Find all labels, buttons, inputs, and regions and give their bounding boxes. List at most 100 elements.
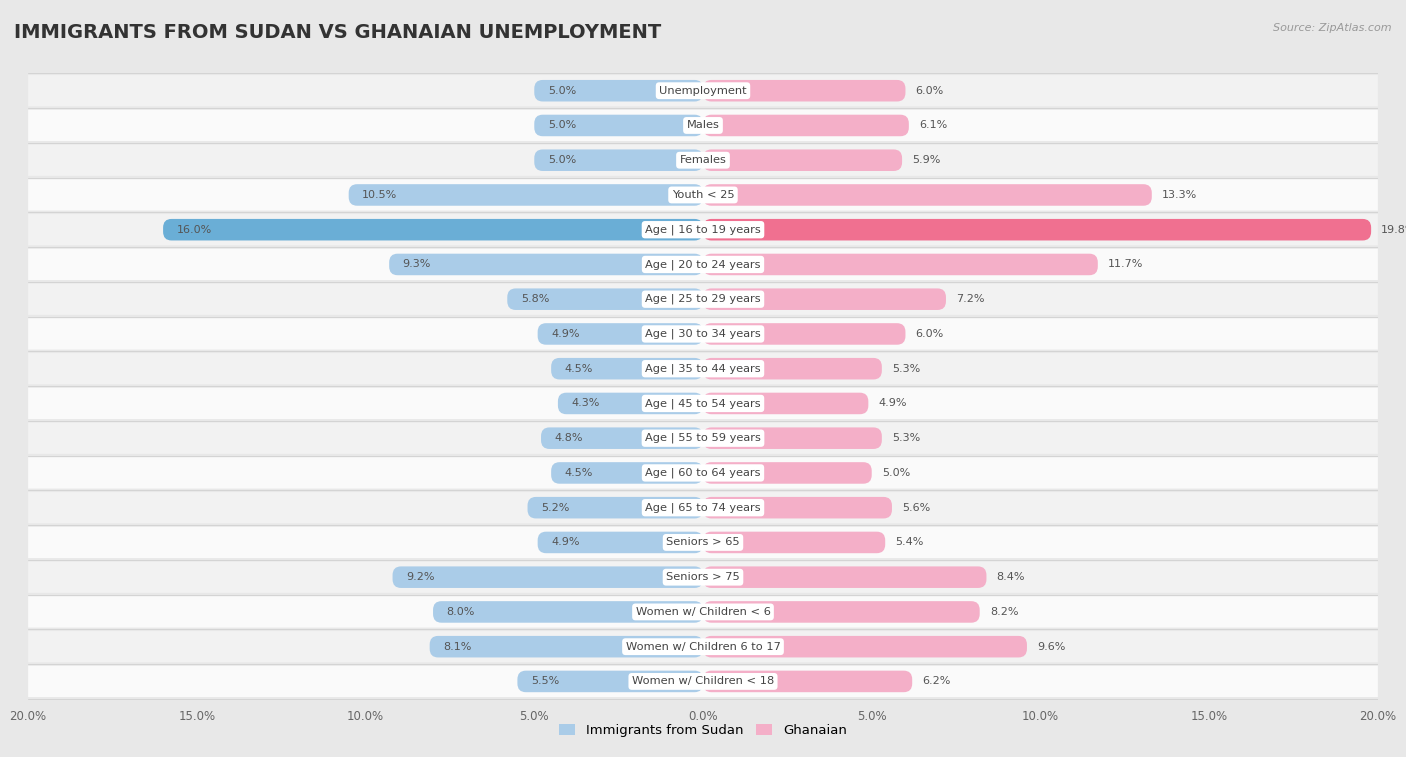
FancyBboxPatch shape [534, 149, 703, 171]
FancyBboxPatch shape [28, 214, 1378, 245]
FancyBboxPatch shape [703, 636, 1026, 657]
Text: Age | 45 to 54 years: Age | 45 to 54 years [645, 398, 761, 409]
FancyBboxPatch shape [551, 463, 703, 484]
Text: 16.0%: 16.0% [177, 225, 212, 235]
FancyBboxPatch shape [28, 179, 1378, 210]
Text: Age | 60 to 64 years: Age | 60 to 64 years [645, 468, 761, 478]
FancyBboxPatch shape [28, 318, 1378, 350]
Text: 4.9%: 4.9% [879, 398, 907, 409]
FancyBboxPatch shape [28, 284, 1378, 315]
FancyBboxPatch shape [28, 145, 1378, 176]
Legend: Immigrants from Sudan, Ghanaian: Immigrants from Sudan, Ghanaian [554, 718, 852, 742]
Text: Source: ZipAtlas.com: Source: ZipAtlas.com [1274, 23, 1392, 33]
Text: 5.2%: 5.2% [541, 503, 569, 512]
FancyBboxPatch shape [508, 288, 703, 310]
Text: 5.3%: 5.3% [891, 363, 920, 374]
FancyBboxPatch shape [163, 219, 703, 241]
Text: Youth < 25: Youth < 25 [672, 190, 734, 200]
FancyBboxPatch shape [703, 288, 946, 310]
Text: 5.3%: 5.3% [891, 433, 920, 443]
Text: Unemployment: Unemployment [659, 86, 747, 95]
FancyBboxPatch shape [28, 631, 1378, 662]
FancyBboxPatch shape [28, 353, 1378, 385]
Text: 6.1%: 6.1% [920, 120, 948, 130]
Text: 5.5%: 5.5% [531, 677, 560, 687]
FancyBboxPatch shape [703, 184, 1152, 206]
Text: 4.8%: 4.8% [554, 433, 583, 443]
Text: 5.6%: 5.6% [903, 503, 931, 512]
FancyBboxPatch shape [349, 184, 703, 206]
Text: 8.1%: 8.1% [443, 642, 471, 652]
Text: 8.4%: 8.4% [997, 572, 1025, 582]
FancyBboxPatch shape [558, 393, 703, 414]
Text: Age | 16 to 19 years: Age | 16 to 19 years [645, 225, 761, 235]
FancyBboxPatch shape [703, 531, 886, 553]
Text: 5.0%: 5.0% [548, 86, 576, 95]
Text: 11.7%: 11.7% [1108, 260, 1143, 269]
FancyBboxPatch shape [541, 428, 703, 449]
Text: 5.0%: 5.0% [548, 155, 576, 165]
FancyBboxPatch shape [28, 457, 1378, 488]
Text: Males: Males [686, 120, 720, 130]
Text: 8.0%: 8.0% [447, 607, 475, 617]
Text: 4.3%: 4.3% [571, 398, 600, 409]
FancyBboxPatch shape [28, 75, 1378, 106]
FancyBboxPatch shape [703, 149, 903, 171]
FancyBboxPatch shape [703, 358, 882, 379]
Text: 9.2%: 9.2% [406, 572, 434, 582]
Text: Females: Females [679, 155, 727, 165]
Text: 19.8%: 19.8% [1381, 225, 1406, 235]
FancyBboxPatch shape [703, 393, 869, 414]
Text: 8.2%: 8.2% [990, 607, 1018, 617]
Text: Women w/ Children < 6: Women w/ Children < 6 [636, 607, 770, 617]
Text: 4.5%: 4.5% [565, 363, 593, 374]
Text: 4.9%: 4.9% [551, 329, 579, 339]
Text: 6.0%: 6.0% [915, 329, 943, 339]
FancyBboxPatch shape [703, 671, 912, 692]
Text: Age | 30 to 34 years: Age | 30 to 34 years [645, 329, 761, 339]
Text: Age | 25 to 29 years: Age | 25 to 29 years [645, 294, 761, 304]
FancyBboxPatch shape [703, 254, 1098, 276]
Text: 5.4%: 5.4% [896, 537, 924, 547]
Text: 9.6%: 9.6% [1038, 642, 1066, 652]
FancyBboxPatch shape [703, 80, 905, 101]
FancyBboxPatch shape [703, 463, 872, 484]
FancyBboxPatch shape [28, 527, 1378, 558]
FancyBboxPatch shape [703, 497, 891, 519]
FancyBboxPatch shape [537, 323, 703, 344]
Text: 5.0%: 5.0% [882, 468, 910, 478]
FancyBboxPatch shape [28, 249, 1378, 280]
FancyBboxPatch shape [534, 115, 703, 136]
FancyBboxPatch shape [527, 497, 703, 519]
FancyBboxPatch shape [28, 666, 1378, 697]
FancyBboxPatch shape [534, 80, 703, 101]
FancyBboxPatch shape [28, 388, 1378, 419]
FancyBboxPatch shape [703, 323, 905, 344]
FancyBboxPatch shape [28, 110, 1378, 141]
FancyBboxPatch shape [551, 358, 703, 379]
Text: Age | 55 to 59 years: Age | 55 to 59 years [645, 433, 761, 444]
FancyBboxPatch shape [28, 492, 1378, 523]
FancyBboxPatch shape [703, 601, 980, 623]
FancyBboxPatch shape [517, 671, 703, 692]
FancyBboxPatch shape [537, 531, 703, 553]
Text: 9.3%: 9.3% [402, 260, 432, 269]
FancyBboxPatch shape [28, 422, 1378, 454]
FancyBboxPatch shape [703, 219, 1371, 241]
Text: 5.9%: 5.9% [912, 155, 941, 165]
Text: 6.0%: 6.0% [915, 86, 943, 95]
Text: Age | 20 to 24 years: Age | 20 to 24 years [645, 259, 761, 269]
FancyBboxPatch shape [430, 636, 703, 657]
Text: 5.8%: 5.8% [520, 294, 550, 304]
Text: Age | 35 to 44 years: Age | 35 to 44 years [645, 363, 761, 374]
Text: 4.9%: 4.9% [551, 537, 579, 547]
Text: 4.5%: 4.5% [565, 468, 593, 478]
Text: 5.0%: 5.0% [548, 120, 576, 130]
FancyBboxPatch shape [28, 562, 1378, 593]
FancyBboxPatch shape [389, 254, 703, 276]
FancyBboxPatch shape [703, 566, 987, 588]
FancyBboxPatch shape [28, 597, 1378, 628]
FancyBboxPatch shape [392, 566, 703, 588]
Text: 13.3%: 13.3% [1161, 190, 1197, 200]
Text: Women w/ Children 6 to 17: Women w/ Children 6 to 17 [626, 642, 780, 652]
